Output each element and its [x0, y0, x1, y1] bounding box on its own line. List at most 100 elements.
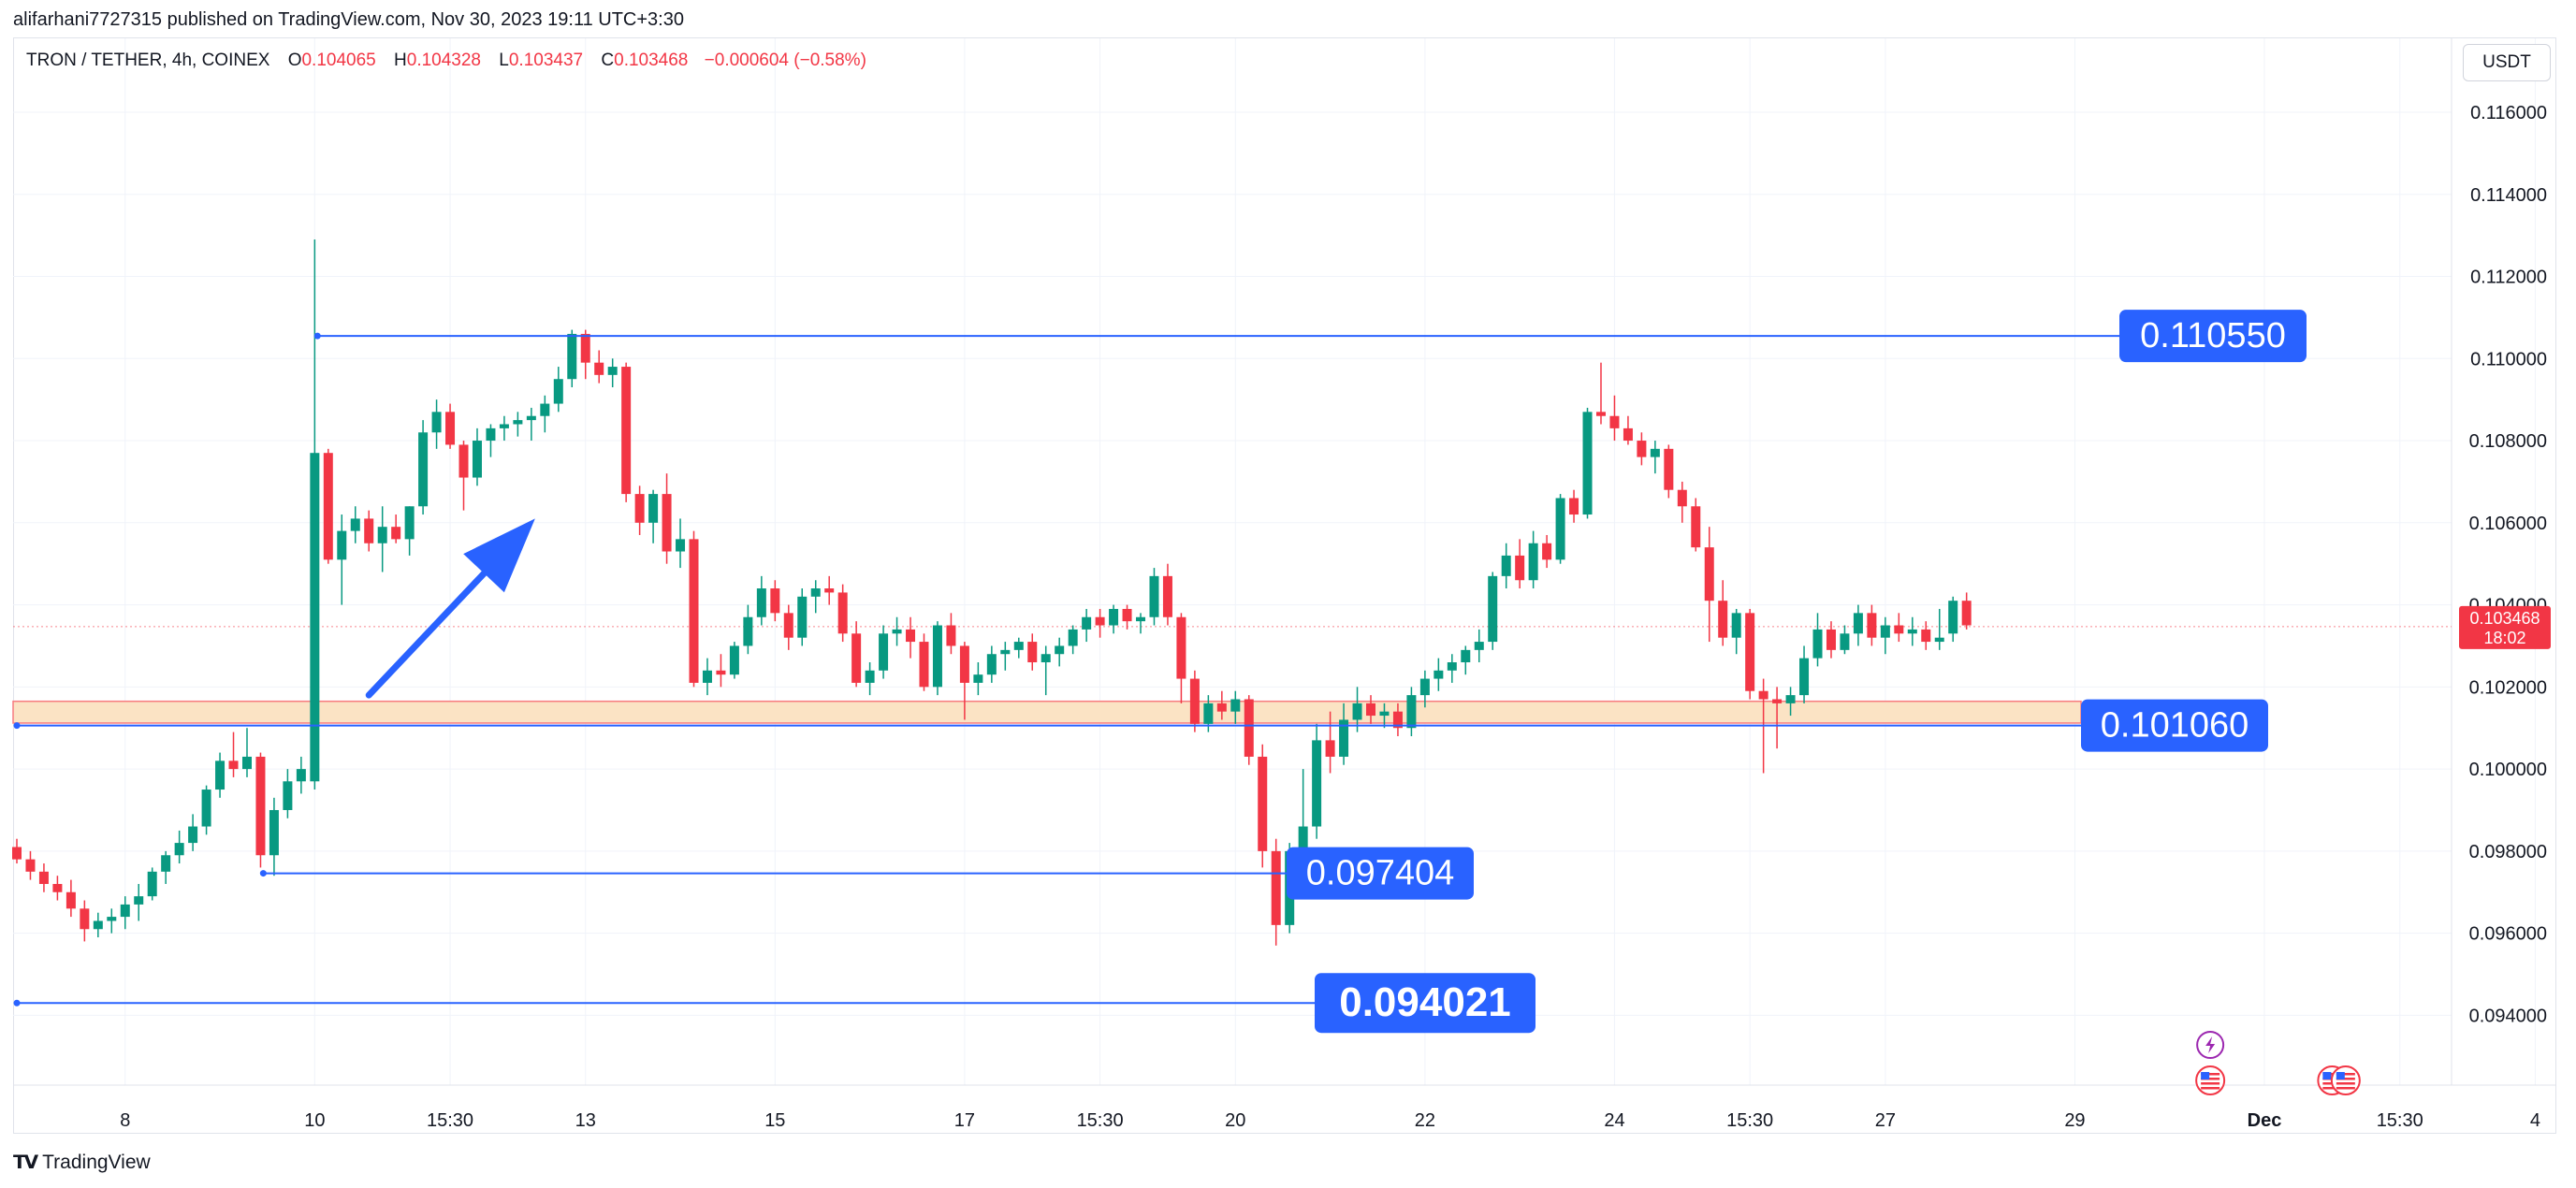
candle-body	[188, 826, 198, 844]
candle-body	[1176, 616, 1186, 679]
candle-body	[174, 843, 184, 856]
tradingview-logo[interactable]: 𝗧𝗩 TradingView	[13, 1151, 151, 1174]
candle-body	[1718, 601, 1728, 638]
x-tick-label: 15:30	[2377, 1110, 2423, 1131]
candle-body	[729, 645, 739, 675]
x-tick-label: 15:30	[1726, 1110, 1773, 1131]
candle-body	[607, 367, 618, 375]
candle-body	[1542, 543, 1552, 560]
y-tick-label: 0.108000	[2469, 431, 2547, 452]
candle-body	[1934, 637, 1944, 643]
candle-body	[1082, 616, 1092, 630]
candle-body	[431, 412, 442, 433]
candle-body	[973, 674, 983, 683]
candle-body	[1258, 756, 1268, 851]
support-zone	[12, 700, 2082, 724]
candle-body	[594, 362, 604, 375]
candle-body	[1894, 625, 1904, 634]
us-flag-stripe	[2322, 1087, 2342, 1090]
last-price-timer: 18:02	[2483, 629, 2525, 647]
candle-body	[1109, 608, 1119, 626]
candle-body	[1013, 642, 1024, 650]
candle-body	[702, 670, 712, 683]
tradingview-logo-text: TradingView	[42, 1151, 151, 1173]
candle-body	[1189, 678, 1200, 724]
candle-body	[986, 654, 997, 675]
candle-body	[1041, 654, 1051, 663]
candle-body	[1772, 699, 1783, 703]
candle-body	[350, 518, 360, 531]
close-value: 0.103468	[614, 51, 689, 70]
candle-body	[919, 642, 929, 688]
candle-body	[1853, 613, 1863, 634]
level-anchor	[13, 999, 21, 1007]
candle-body	[418, 432, 429, 507]
candle-body	[93, 920, 103, 930]
candle-body	[526, 415, 536, 421]
x-tick-label: 17	[954, 1110, 975, 1131]
level-anchor	[13, 722, 21, 730]
candle-body	[391, 527, 401, 540]
candle-body	[80, 908, 90, 930]
candle-body	[1650, 448, 1660, 457]
us-flag-stripe	[2336, 1087, 2355, 1090]
x-tick-label: 27	[1875, 1110, 1896, 1131]
candle-body	[1826, 629, 1836, 650]
candle-body	[1366, 703, 1375, 717]
candle-body	[1961, 601, 1972, 626]
candle-body	[1623, 427, 1633, 442]
x-tick-label: 8	[120, 1110, 130, 1131]
x-tick-label: 4	[2530, 1110, 2540, 1131]
level-label-box	[2119, 310, 2307, 363]
candle-body	[1434, 670, 1444, 679]
candle-body	[1230, 699, 1241, 712]
symbol-name[interactable]: TRON / TETHER, 4h, COINEX	[26, 51, 270, 70]
level-label: 0.101060	[2101, 706, 2249, 746]
candle-body	[1461, 649, 1471, 663]
y-tick-label: 0.096000	[2469, 924, 2547, 945]
candle-body	[215, 761, 226, 790]
candle-body	[1447, 662, 1457, 671]
last-price-badge	[2459, 605, 2551, 649]
candle-body	[906, 629, 916, 643]
candle-body	[1867, 613, 1877, 638]
candle-body	[255, 756, 266, 856]
y-tick-label: 0.100000	[2469, 760, 2547, 780]
candle-body	[1569, 498, 1579, 515]
candle-body	[580, 333, 590, 363]
candle-body	[662, 494, 672, 552]
candle-body	[1880, 625, 1890, 638]
candle-body	[25, 859, 36, 872]
candle-body	[1664, 448, 1674, 490]
y-tick-label: 0.094000	[2469, 1006, 2547, 1026]
symbol-header: TRON / TETHER, 4h, COINEX O0.104065 H0.1…	[26, 51, 866, 71]
candle-body	[648, 494, 659, 523]
candle-body	[1419, 678, 1430, 696]
x-tick-label: 29	[2064, 1110, 2085, 1131]
lightning-icon-glyph	[2205, 1036, 2216, 1053]
candle-body	[337, 530, 347, 560]
x-tick-label: 24	[1604, 1110, 1624, 1131]
candle-body	[1758, 690, 1768, 700]
candle-body	[1055, 645, 1065, 655]
candle-body	[228, 761, 239, 770]
candle-body	[404, 506, 415, 540]
candle-body	[1677, 489, 1687, 507]
x-tick-label: 20	[1225, 1110, 1245, 1131]
candle-body	[1501, 555, 1511, 576]
candle-body	[1162, 575, 1172, 617]
currency-button[interactable]: USDT	[2463, 44, 2551, 81]
candle-body	[1731, 613, 1741, 638]
y-tick-label: 0.098000	[2469, 842, 2547, 862]
candle-body	[134, 896, 144, 905]
candle-body	[1921, 629, 1931, 643]
candle-body	[323, 453, 333, 560]
high-label: H	[394, 51, 407, 70]
candle-body	[1528, 543, 1538, 581]
candle-body	[377, 527, 387, 543]
level-anchor	[259, 870, 267, 877]
candle-body	[676, 539, 686, 552]
candle-body	[946, 625, 956, 646]
candle-body	[296, 769, 306, 782]
